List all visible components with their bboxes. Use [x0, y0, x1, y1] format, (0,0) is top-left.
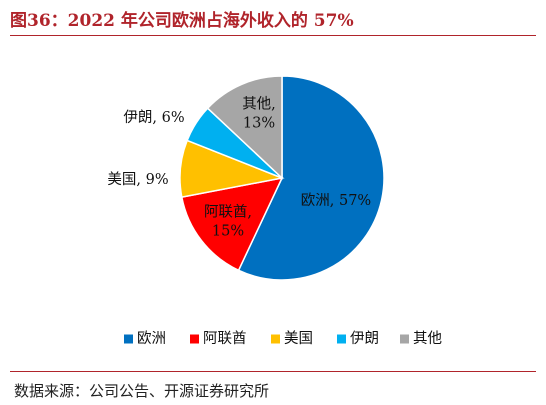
slice-label-4: 伊朗, 6% — [123, 109, 184, 126]
source-divider — [10, 371, 536, 372]
slice-label-2-line-2: 15% — [212, 224, 244, 240]
slice-label-2-line-1: 阿联酋, — [204, 203, 252, 221]
legend-label-4: 伊朗 — [350, 330, 379, 347]
legend-swatch-2 — [190, 334, 199, 344]
legend-item-2: 阿联酋 — [190, 329, 247, 347]
legend-label-2: 阿联酋 — [203, 329, 247, 347]
chart-title: 图36：2022 年公司欧洲占海外收入的 57% — [10, 11, 354, 31]
slice-label-5-line-2: 13% — [243, 116, 275, 132]
pie-slice-5 — [206, 75, 283, 180]
legend-label-1: 欧洲 — [137, 330, 166, 347]
legend-item-1: 欧洲 — [124, 330, 166, 347]
legend-label-5: 其他 — [413, 330, 442, 347]
source-note: 数据来源：公司公告、开源证券研究所 — [14, 382, 270, 400]
legend-item-3: 美国 — [271, 330, 313, 347]
legend-label-3: 美国 — [284, 330, 313, 347]
pie-slice-1 — [237, 75, 385, 281]
legend-item-4: 伊朗 — [337, 330, 379, 347]
pie-slice-2 — [180, 176, 284, 272]
legend-swatch-3 — [271, 334, 280, 344]
slice-label-5-line-1: 其他, — [242, 96, 276, 113]
legend-item-5: 其他 — [400, 330, 442, 347]
legend-swatch-5 — [400, 334, 409, 344]
slice-label-1: 欧洲, 57% — [301, 192, 371, 209]
legend-swatch-4 — [337, 334, 346, 344]
title-divider — [10, 35, 536, 36]
slice-label-3: 美国, 9% — [107, 171, 168, 188]
legend-swatch-1 — [124, 334, 133, 344]
